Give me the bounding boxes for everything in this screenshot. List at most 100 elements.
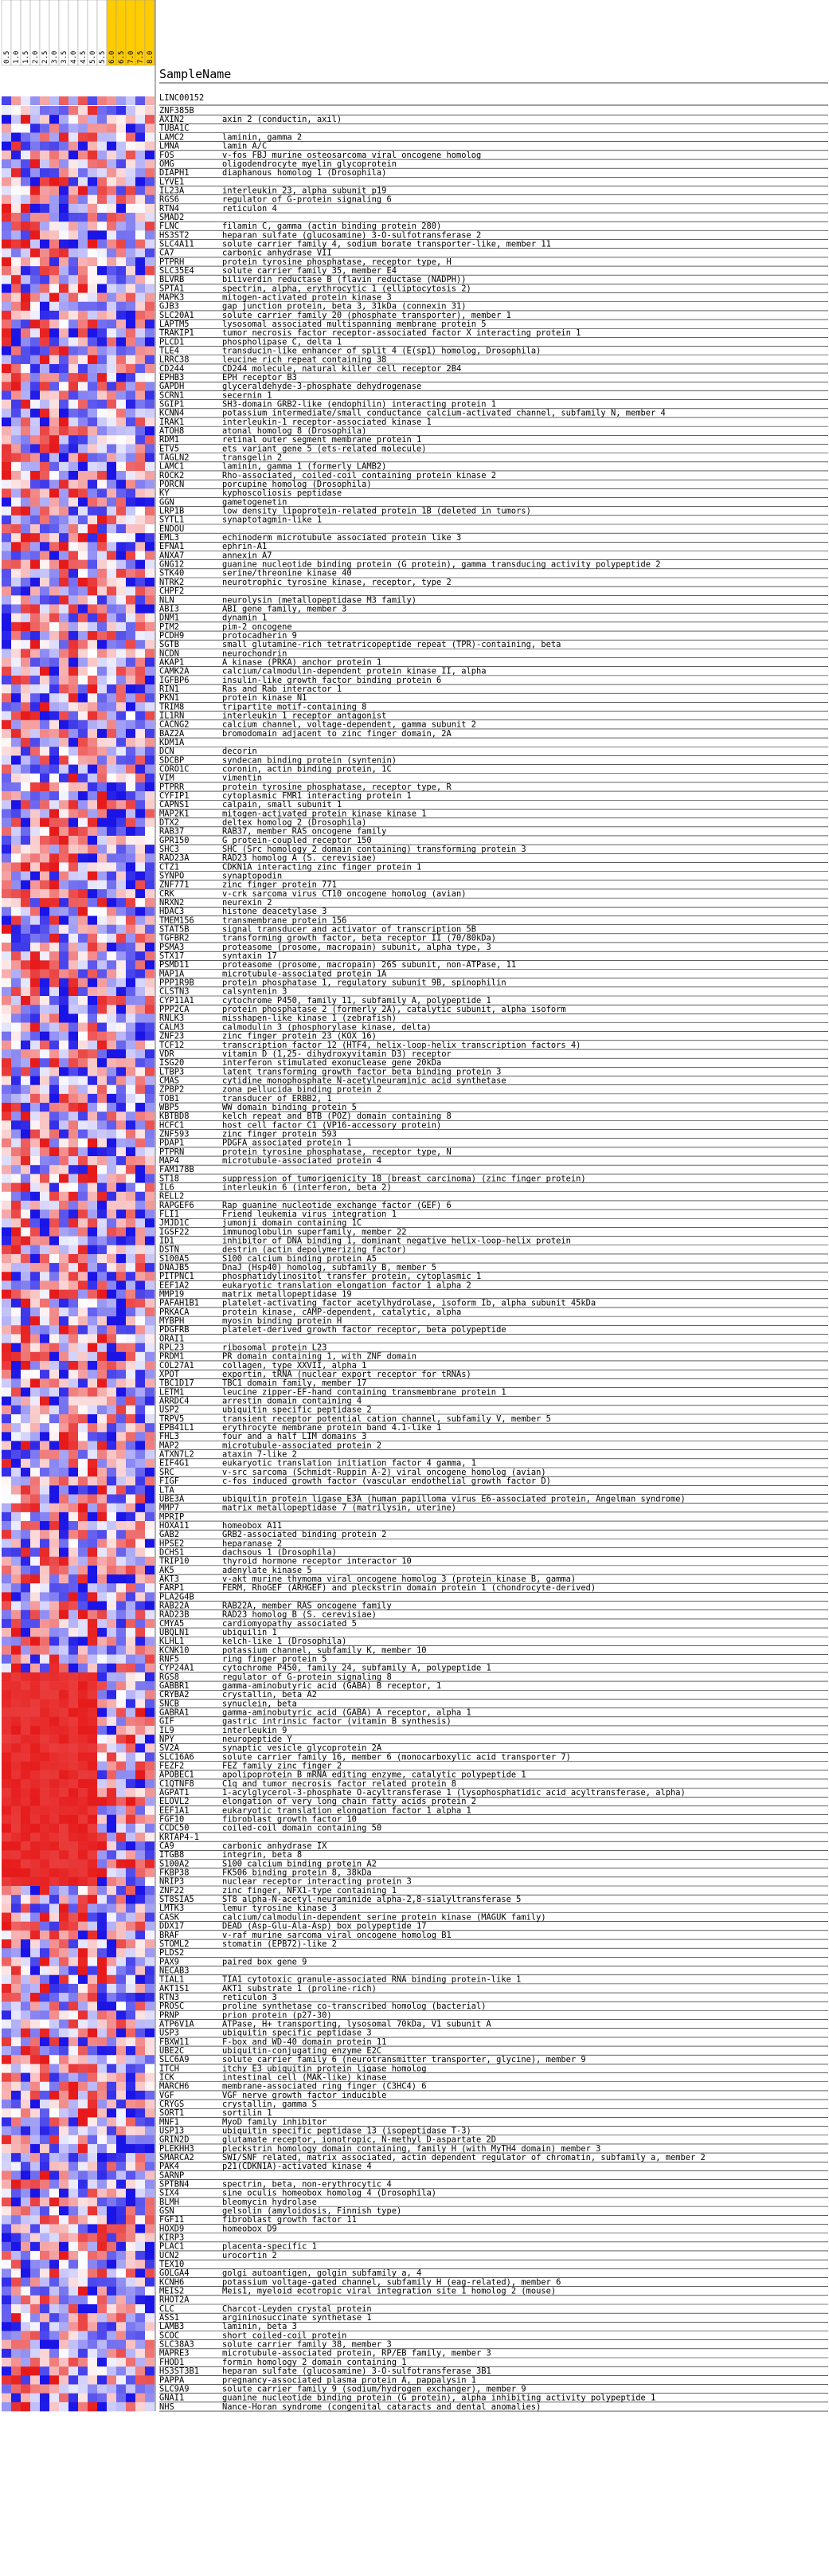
- heatmap-cell: [30, 2206, 40, 2216]
- heatmap-cell: [126, 1468, 135, 1477]
- heatmap-cell: [21, 2402, 30, 2412]
- heatmap-cell: [126, 1654, 135, 1664]
- heatmap-cell: [68, 292, 78, 303]
- heatmap-cell: [21, 1316, 30, 1326]
- heatmap-cell: [40, 2126, 49, 2136]
- heatmap-cell: [21, 817, 30, 828]
- heatmap-cell: [135, 1672, 145, 1682]
- heatmap-cell: [78, 194, 88, 205]
- heatmap-cell: [135, 1370, 145, 1379]
- heatmap-cell: [126, 2072, 135, 2083]
- heatmap-cell: [88, 470, 97, 480]
- heatmap-cell: [2, 1245, 11, 1255]
- heatmap-cell: [88, 2046, 97, 2056]
- heatmap-cell: [11, 2162, 21, 2171]
- heatmap-cell: [59, 213, 68, 222]
- heatmap-cell: [68, 1138, 78, 1148]
- heatmap-cell: [59, 640, 68, 649]
- gene-symbol: OMG: [159, 159, 174, 169]
- gene-symbol: CD244: [159, 364, 184, 374]
- heatmap-cell: [49, 2135, 59, 2145]
- heatmap-cell: [126, 1432, 135, 1441]
- heatmap-cell: [126, 568, 135, 578]
- heatmap-cell: [135, 2295, 145, 2305]
- heatmap-cell: [126, 1770, 135, 1780]
- heatmap-cell: [49, 1031, 59, 1041]
- heatmap-cell: [59, 506, 68, 516]
- heatmap-cell: [116, 817, 126, 828]
- heatmap-cell: [116, 1441, 126, 1450]
- heatmap-cell: [145, 168, 154, 178]
- heatmap-cell: [68, 1476, 78, 1486]
- gene-description: guanine nucleotide binding protein (G pr…: [222, 560, 661, 570]
- heatmap-cell: [116, 284, 126, 293]
- heatmap-cell: [88, 809, 97, 818]
- heatmap-cell: [11, 426, 21, 436]
- heatmap-cell: [11, 1272, 21, 1281]
- heatmap-cell: [11, 1022, 21, 1032]
- heatmap-cell: [40, 1832, 49, 1842]
- heatmap-cell: [2, 239, 11, 249]
- heatmap-cell: [126, 1476, 135, 1486]
- heatmap-cell: [88, 115, 97, 124]
- heatmap-cell: [68, 1387, 78, 1397]
- heatmap-cell: [21, 1983, 30, 1994]
- heatmap-cell: [68, 390, 78, 400]
- heatmap-cell: [49, 1174, 59, 1183]
- heatmap-cell: [59, 239, 68, 249]
- heatmap-cell: [40, 1298, 49, 1308]
- heatmap-cell: [145, 1387, 154, 1397]
- gene-symbol: AKT1S1: [159, 1984, 190, 1994]
- gene-symbol: FHOD1: [159, 2358, 184, 2367]
- heatmap-cell: [30, 1307, 40, 1317]
- heatmap-cell: [126, 2081, 135, 2092]
- heatmap-cell: [97, 1103, 107, 1112]
- heatmap-cell: [68, 1556, 78, 1566]
- heatmap-cell: [59, 1788, 68, 1798]
- heatmap-cell: [40, 1022, 49, 1032]
- heatmap-cell: [11, 1832, 21, 1842]
- heatmap-cell: [68, 604, 78, 614]
- heatmap-cell: [2, 337, 11, 347]
- heatmap-cell: [21, 1912, 30, 1922]
- heatmap-cell: [2, 1743, 11, 1753]
- heatmap-cell: [88, 1886, 97, 1896]
- heatmap-cell: [88, 1761, 97, 1771]
- heatmap-cell: [145, 408, 154, 418]
- heatmap-cell: [135, 1725, 145, 1735]
- heatmap-cell: [30, 1485, 40, 1495]
- heatmap-cell: [21, 595, 30, 605]
- heatmap-cell: [107, 728, 116, 739]
- heatmap-cell: [59, 2143, 68, 2154]
- heatmap-cell: [116, 1511, 126, 1522]
- heatmap-cell: [126, 862, 135, 872]
- heatmap-cell: [145, 702, 154, 712]
- heatmap-cell: [40, 239, 49, 249]
- heatmap-cell: [68, 1912, 78, 1922]
- heatmap-cell: [40, 363, 49, 374]
- heatmap-cell: [116, 1343, 126, 1353]
- heatmap-cell: [68, 435, 78, 445]
- heatmap-cell: [68, 1530, 78, 1539]
- heatmap-cell: [68, 1147, 78, 1157]
- heatmap-cell: [49, 1014, 59, 1023]
- gene-description: apolipoprotein B mRNA editing enzyme, ca…: [222, 1770, 526, 1780]
- heatmap-cell: [11, 1210, 21, 1219]
- heatmap-cell: [11, 257, 21, 267]
- heatmap-cell: [97, 2286, 107, 2296]
- heatmap-cell: [49, 1797, 59, 1806]
- heatmap-cell: [40, 96, 49, 105]
- heatmap-cell: [97, 1521, 107, 1531]
- heatmap-cell: [2, 809, 11, 818]
- heatmap-cell: [21, 898, 30, 908]
- heatmap-cell: [49, 1298, 59, 1308]
- heatmap-cell: [107, 1859, 116, 1868]
- heatmap-cell: [135, 310, 145, 320]
- heatmap-cell: [135, 2393, 145, 2403]
- heatmap-cell: [11, 2313, 21, 2323]
- heatmap-cell: [126, 2402, 135, 2412]
- heatmap-cell: [30, 2375, 40, 2385]
- heatmap-cell: [2, 764, 11, 774]
- heatmap-cell: [107, 1253, 116, 1264]
- heatmap-cell: [135, 613, 145, 623]
